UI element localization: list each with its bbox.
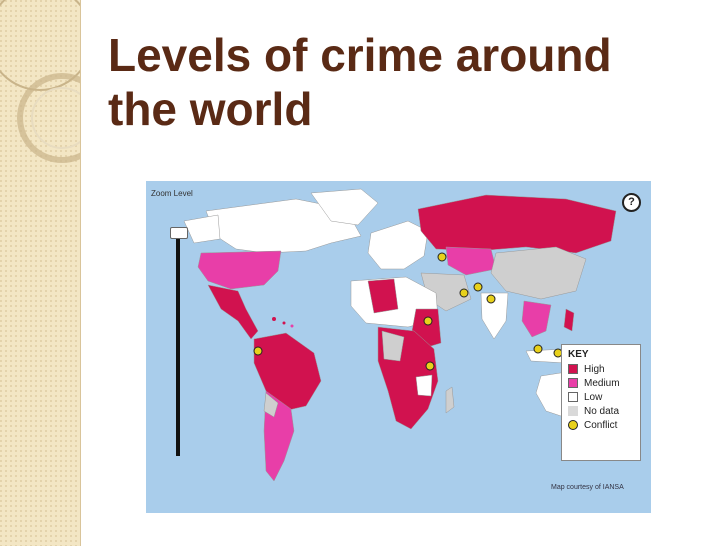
region-china	[490, 246, 587, 300]
key-label: High	[584, 363, 605, 375]
map-key: KEY High Medium Low No data Conflict	[561, 344, 641, 461]
key-item-medium: Medium	[568, 376, 634, 390]
region-russia	[417, 194, 617, 254]
conflict-marker-icon	[568, 420, 578, 430]
key-label: Conflict	[584, 419, 618, 431]
region-central-asia	[445, 246, 497, 276]
region-africa-gray	[381, 330, 405, 362]
swatch-no-data	[568, 406, 578, 416]
swatch-high	[568, 364, 578, 374]
decorative-circles-icon	[0, 0, 80, 163]
map-credit: Map courtesy of IANSA	[551, 484, 624, 491]
decorative-side-strip	[0, 0, 81, 546]
region-alaska	[183, 214, 221, 244]
zoom-slider-handle[interactable]	[170, 227, 188, 239]
zoom-level-label: Zoom Level	[151, 189, 193, 198]
zoom-slider-track[interactable]	[176, 231, 180, 456]
region-mexico	[207, 284, 259, 340]
region-madagascar	[445, 386, 455, 414]
world-crime-map[interactable]: Zoom Level ? KEY High Medium Low No data…	[146, 181, 651, 513]
region-europe	[367, 220, 429, 270]
region-se-asia	[521, 300, 552, 338]
region-algeria-libya	[367, 278, 399, 314]
slide-title: Levels of crime around the world	[108, 29, 612, 135]
region-india	[480, 292, 509, 340]
key-title: KEY	[568, 349, 589, 360]
region-greenland	[310, 188, 379, 226]
world-map-graphic	[183, 188, 625, 482]
swatch-medium	[568, 378, 578, 388]
key-item-low: Low	[568, 390, 634, 404]
help-button[interactable]: ?	[622, 193, 641, 212]
region-south-america-north	[253, 332, 322, 412]
swatch-low	[568, 392, 578, 402]
region-usa	[197, 250, 282, 290]
key-label: Low	[584, 391, 603, 403]
key-label: No data	[584, 405, 620, 417]
region-south-america-gray	[263, 392, 279, 418]
key-item-high: High	[568, 362, 634, 376]
key-label: Medium	[584, 377, 620, 389]
key-item-no-data: No data	[568, 404, 634, 418]
region-africa-white	[415, 374, 433, 397]
region-philippines	[563, 308, 575, 332]
key-item-conflict: Conflict	[568, 418, 634, 432]
conflict-markers	[253, 252, 563, 371]
